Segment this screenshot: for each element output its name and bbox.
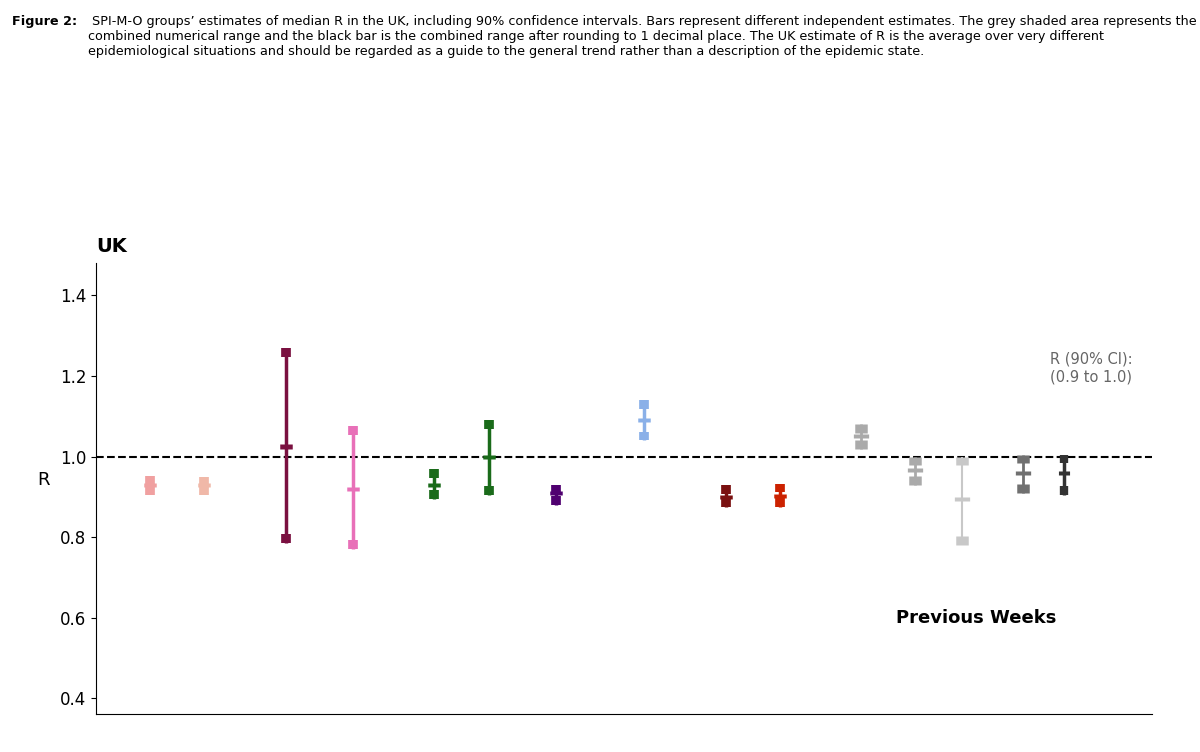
Text: UK: UK xyxy=(96,237,127,256)
Text: Previous Weeks: Previous Weeks xyxy=(896,608,1056,626)
Text: Figure 2:: Figure 2: xyxy=(12,15,77,28)
Y-axis label: R: R xyxy=(37,471,49,489)
Text: R (90% CI):
(0.9 to 1.0): R (90% CI): (0.9 to 1.0) xyxy=(1050,352,1133,384)
Text: SPI-M-O groups’ estimates of median R in the UK, including 90% confidence interv: SPI-M-O groups’ estimates of median R in… xyxy=(89,15,1198,58)
